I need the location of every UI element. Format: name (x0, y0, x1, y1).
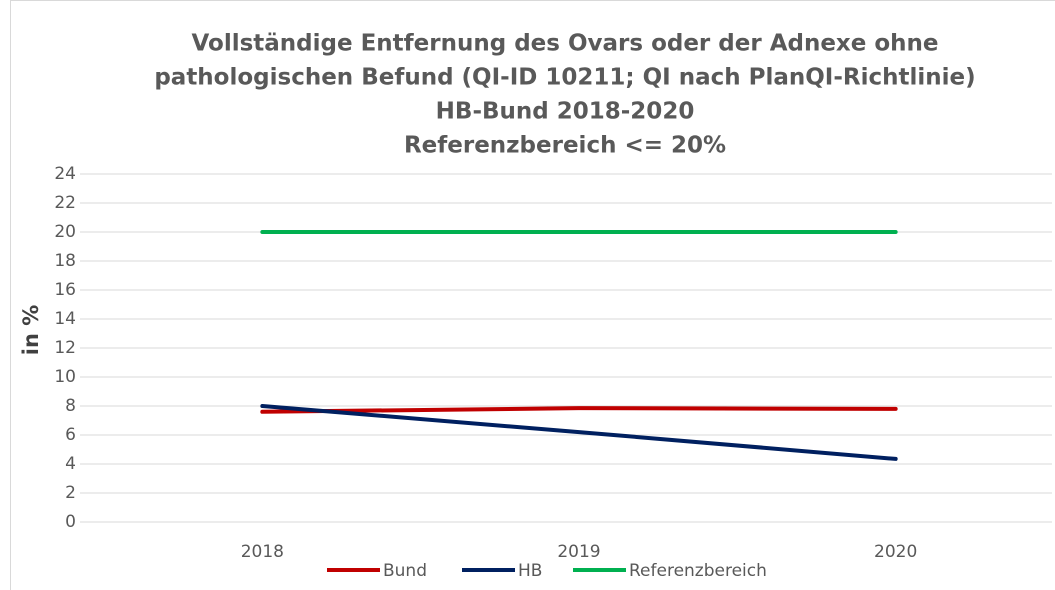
y-tick-label: 16 (54, 280, 76, 300)
series-line (260, 406, 898, 414)
y-tick-label: 4 (65, 454, 76, 474)
chart-title: HB-Bund 2018-2020 (436, 99, 695, 125)
chart-title: pathologischen Befund (QI-ID 10211; QI n… (154, 65, 975, 91)
y-tick-label: 2 (65, 483, 76, 503)
y-tick-label: 20 (54, 222, 76, 242)
y-tick-label: 10 (54, 367, 76, 387)
x-tick-label: 2018 (241, 542, 284, 562)
chart-title: Vollständige Entfernung des Ovars oder d… (191, 31, 938, 57)
y-tick-label: 24 (54, 164, 76, 184)
legend-label: Bund (383, 561, 427, 581)
chart-title: Referenzbereich <= 20% (404, 133, 726, 159)
series-line (260, 404, 898, 461)
y-tick-label: 14 (54, 309, 76, 329)
y-tick-label: 8 (65, 396, 76, 416)
chart-frame (10, 0, 1055, 590)
legend-label: HB (518, 561, 542, 581)
y-tick-label: 0 (65, 512, 76, 532)
x-tick-label: 2020 (874, 542, 917, 562)
legend-label: Referenzbereich (629, 561, 767, 581)
y-tick-label: 12 (54, 338, 76, 358)
y-axis-label: in % (19, 305, 43, 356)
x-tick-label: 2019 (557, 542, 600, 562)
y-tick-label: 22 (54, 193, 76, 213)
y-tick-label: 18 (54, 251, 76, 271)
y-tick-label: 6 (65, 425, 76, 445)
